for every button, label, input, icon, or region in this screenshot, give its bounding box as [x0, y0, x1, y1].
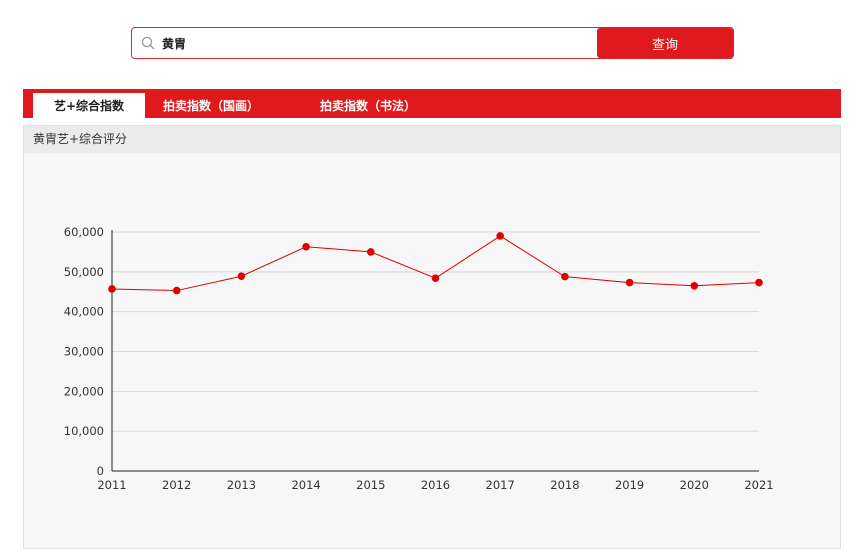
data-point	[237, 272, 246, 281]
x-tick-label: 2021	[744, 478, 773, 492]
search-input[interactable]	[162, 33, 592, 53]
search-bar: 查询	[131, 27, 734, 59]
y-tick-label: 0	[97, 464, 104, 478]
y-tick-label: 20,000	[64, 384, 104, 398]
chart-panel: 黄胄艺+综合评分 0 10,000 20,000 30,000 40,000 50,000…	[23, 125, 841, 549]
data-point	[367, 248, 375, 256]
x-tick-label: 2013	[227, 478, 256, 492]
search-button[interactable]: 查询	[597, 28, 733, 58]
x-tick-label: 2020	[680, 478, 709, 492]
data-point	[496, 232, 505, 240]
data-point	[172, 286, 181, 295]
x-tick-label: 2019	[615, 478, 644, 492]
y-tick-label: 50,000	[64, 265, 104, 279]
panel-title: 黄胄艺+综合评分	[24, 126, 840, 153]
data-point	[431, 274, 440, 283]
x-tick-label: 2015	[356, 478, 385, 492]
x-tick-label: 2017	[486, 478, 515, 492]
data-point	[755, 278, 763, 287]
tab-auction-index-painting[interactable]: 拍卖指数（国画）	[162, 99, 259, 113]
x-tick-label: 2012	[162, 478, 191, 492]
tab-composite-index[interactable]: 艺+综合指数	[33, 93, 145, 118]
data-point	[690, 281, 699, 290]
tab-bar: 艺+综合指数 拍卖指数（国画） 拍卖指数（书法）	[23, 89, 841, 118]
y-tick-label: 40,000	[64, 305, 104, 319]
y-tick-label: 60,000	[64, 225, 104, 239]
line-chart: 0 10,000 20,000 30,000 40,000 50,000 60,000 201…	[64, 225, 774, 492]
x-tick-label: 2014	[291, 478, 320, 492]
series-line	[111, 235, 760, 292]
y-tick-label: 10,000	[64, 424, 104, 438]
search-icon	[141, 36, 155, 50]
data-point	[561, 272, 569, 281]
x-tick-label: 2018	[550, 478, 579, 492]
y-tick-label: 30,000	[64, 345, 104, 359]
data-point	[302, 242, 310, 251]
x-tick-label: 2011	[97, 478, 126, 492]
tab-auction-index-calligraphy[interactable]: 拍卖指数（书法）	[319, 99, 416, 113]
data-point	[108, 285, 116, 293]
x-tick-label: 2016	[421, 478, 450, 492]
data-point	[625, 278, 634, 287]
